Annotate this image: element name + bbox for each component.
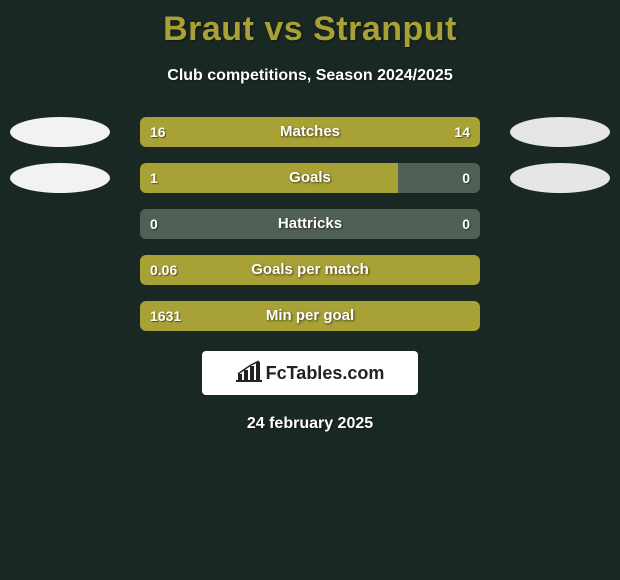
stats-container: 1614Matches10Goals00Hattricks0.06Goals p… (0, 117, 620, 331)
stat-bar: 1614Matches (140, 117, 480, 147)
bar-fill-left (140, 163, 398, 193)
value-left: 16 (150, 117, 166, 147)
logo-text: FcTables.com (266, 363, 385, 384)
value-right: 0 (462, 209, 470, 239)
value-right: 14 (454, 117, 470, 147)
value-left: 0 (150, 209, 158, 239)
stat-bar: 10Goals (140, 163, 480, 193)
bar-fill (140, 117, 480, 147)
stat-row: 0 0Hattricks (0, 209, 620, 239)
stat-bar: 0.06Goals per match (140, 255, 480, 285)
value-right: 0 (462, 163, 470, 193)
bar-chart-icon (236, 360, 262, 387)
stat-label: Hattricks (140, 209, 480, 239)
value-left: 1 (150, 163, 158, 193)
date-label: 24 february 2025 (0, 415, 620, 433)
page-title: Braut vs Stranput (0, 0, 620, 49)
fctables-logo[interactable]: FcTables.com (202, 351, 418, 395)
value-left: 0.06 (150, 255, 177, 285)
subtitle: Club competitions, Season 2024/2025 (0, 67, 620, 85)
player-avatar-left (10, 117, 110, 147)
bar-fill (140, 255, 480, 285)
value-left: 1631 (150, 301, 181, 331)
stat-row: 10Goals (0, 163, 620, 193)
player-avatar-right (510, 163, 610, 193)
stat-bar: 1631Min per goal (140, 301, 480, 331)
stat-bar: 0 0Hattricks (140, 209, 480, 239)
bar-fill (140, 301, 480, 331)
player-avatar-left (10, 163, 110, 193)
player-avatar-right (510, 117, 610, 147)
stat-row: 0.06Goals per match (0, 255, 620, 285)
stat-row: 1614Matches (0, 117, 620, 147)
stat-row: 1631Min per goal (0, 301, 620, 331)
